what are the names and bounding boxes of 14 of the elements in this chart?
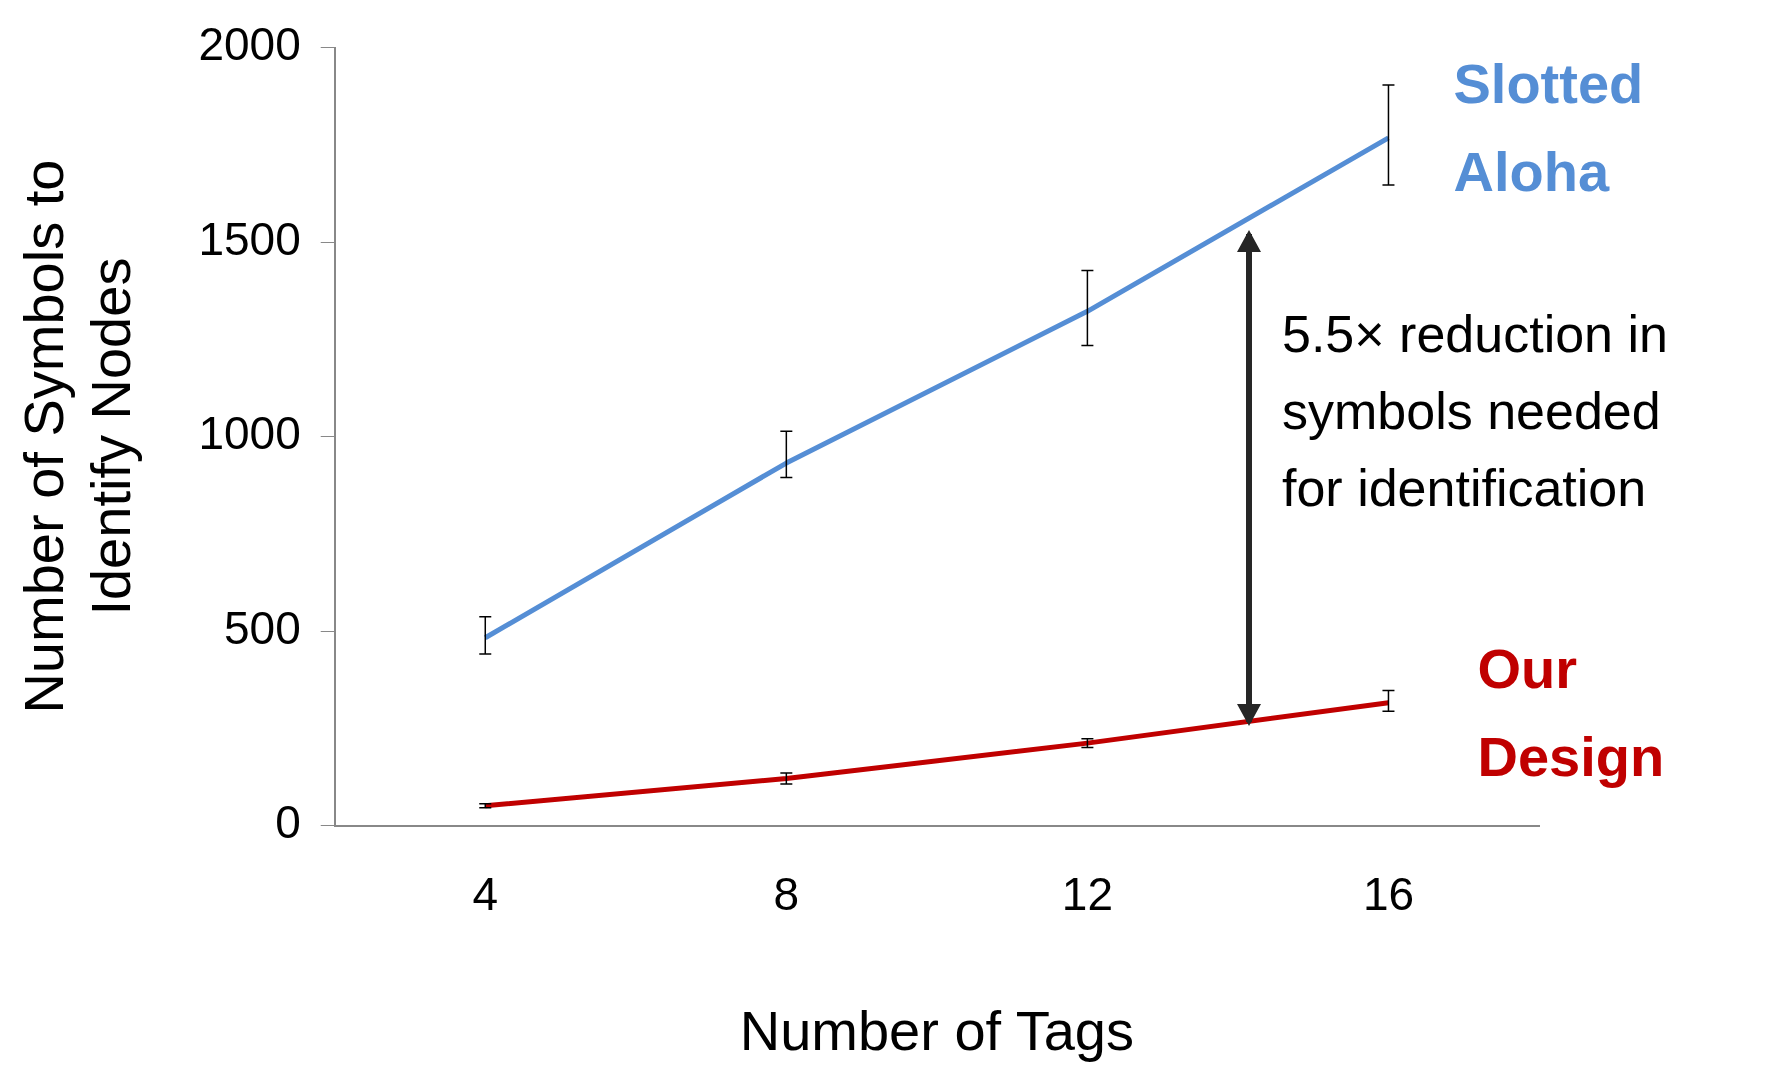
y-tick-label: 1000 bbox=[198, 407, 301, 460]
x-tick-label: 16 bbox=[1362, 867, 1415, 920]
series-label: Slotted Aloha bbox=[1453, 52, 1644, 204]
series-label: Our Design bbox=[1477, 637, 1665, 789]
x-tick-label: 12 bbox=[1061, 867, 1113, 920]
y-axis-title: Number of Symbols to Identify Nodes bbox=[12, 159, 143, 714]
annotation: 5.5× reduction in symbols needed for identification bbox=[1282, 305, 1668, 518]
y-tick-label: 500 bbox=[223, 601, 301, 654]
y-tick-label: 0 bbox=[275, 796, 301, 849]
x-axis-title: Number of Tags bbox=[739, 998, 1135, 1062]
y-tick-label: 1500 bbox=[198, 212, 301, 265]
x-tick-label: 4 bbox=[472, 867, 499, 920]
x-tick-label: 8 bbox=[773, 867, 800, 920]
y-tick-label: 2000 bbox=[198, 18, 301, 71]
